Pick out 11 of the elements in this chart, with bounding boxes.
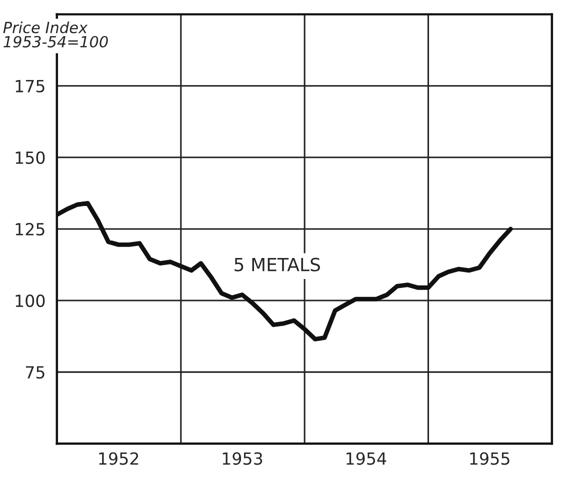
y-tick-label: 150 <box>16 151 45 164</box>
x-tick-label: 1955 <box>470 452 510 465</box>
x-tick-label: 1952 <box>99 452 138 465</box>
x-tick-label: 1954 <box>346 452 386 465</box>
y-tick-label: 100 <box>16 294 45 308</box>
x-tick-label: 1953 <box>222 452 262 465</box>
series-label: 5 METALS <box>234 258 320 272</box>
y-tick-label: 75 <box>26 366 44 379</box>
y-tick-label: 125 <box>16 222 44 236</box>
y-axis-title: Price Index 1953-54=100 <box>3 21 108 48</box>
y-tick-label: 175 <box>16 80 44 92</box>
